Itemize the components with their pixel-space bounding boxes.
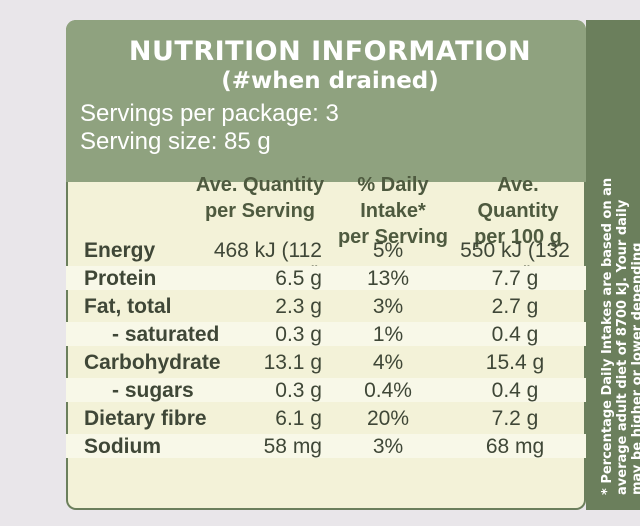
daily-intake-value: 13%	[366, 267, 410, 290]
daily-intake-value: 3%	[372, 435, 404, 458]
column-header-line: per Serving	[204, 200, 316, 222]
per-100g-value: 2.7 g	[491, 295, 539, 318]
nutrient-name: Fat, total	[84, 295, 172, 318]
per-serving-value: 13.1 g	[263, 351, 322, 374]
table-row: Fat, total 2.3 g 3% 2.7 g	[66, 294, 586, 318]
nutrient-name: Protein	[84, 267, 157, 290]
nutrient-name: - sugars	[112, 379, 194, 402]
per-100g-value: 7.7 g	[491, 267, 539, 290]
column-header-per-100g: Ave. Quantity per 100 g	[458, 172, 578, 250]
daily-intake-value: 3%	[372, 295, 404, 318]
per-100g-value: 7.2 g	[491, 407, 539, 430]
per-serving-value: 0.3 g	[275, 379, 322, 402]
column-header-line: per 100 g	[474, 226, 562, 248]
daily-intake-value: 0.4%	[364, 379, 412, 402]
table-row: Carbohydrate 13.1 g 4% 15.4 g	[66, 350, 586, 374]
table-row: - sugars 0.3 g 0.4% 0.4 g	[66, 378, 586, 402]
per-100g-value: 0.4 g	[491, 379, 539, 402]
nutrient-name: Sodium	[84, 435, 161, 458]
nutrition-panel: NUTRITION INFORMATION (#when drained) Se…	[66, 20, 586, 510]
nutrient-name: Dietary fibre	[84, 407, 207, 430]
nutrition-subtitle: (#when drained)	[221, 68, 439, 94]
footnote-strip: * Percentage Daily Intakes are based on …	[586, 20, 640, 510]
nutrient-name: - saturated	[112, 323, 220, 346]
nutrition-title: NUTRITION INFORMATION	[128, 36, 532, 67]
per-serving-value: 2.3 g	[275, 295, 322, 318]
nutrient-name: Carbohydrate	[84, 351, 221, 374]
per-100g-value: 15.4 g	[485, 351, 545, 374]
per-serving-value: 6.5 g	[275, 267, 322, 290]
per-100g-value: 0.4 g	[491, 323, 539, 346]
table-row: Protein 6.5 g 13% 7.7 g	[66, 266, 586, 290]
servings-per-package: Servings per package: 3	[80, 100, 339, 127]
daily-intake-value: 4%	[372, 351, 404, 374]
column-header-line: Ave. Quantity	[477, 174, 559, 222]
table-row: Dietary fibre 6.1 g 20% 7.2 g	[66, 406, 586, 430]
footnote-line: * Percentage Daily Intakes are based on …	[600, 177, 615, 495]
serving-size: Serving size: 85 g	[80, 128, 271, 155]
table-row: Sodium 58 mg 3% 68 mg	[66, 434, 586, 458]
table-row: - saturated 0.3 g 1% 0.4 g	[66, 322, 586, 346]
per-serving-value: 0.3 g	[275, 323, 322, 346]
table-row: Energy 468 kJ (112 Cal) 5% 550 kJ (132 C…	[66, 238, 586, 286]
column-header-line: per Serving	[337, 226, 449, 248]
nutrition-header: NUTRITION INFORMATION (#when drained) Se…	[66, 20, 586, 182]
column-header-daily-intake: % Daily Intake* per Serving	[328, 172, 458, 250]
column-header-per-serving: Ave. Quantity per Serving	[190, 172, 330, 224]
per-serving-value: 58 mg	[263, 435, 322, 458]
footnote-line: may be higher or lower depending	[630, 242, 640, 495]
daily-intake-value: 5%	[372, 239, 404, 262]
column-header-line: Ave. Quantity	[195, 174, 325, 196]
column-header-line: % Daily Intake*	[357, 174, 429, 222]
per-serving-value: 6.1 g	[275, 407, 322, 430]
daily-intake-value: 1%	[372, 323, 404, 346]
per-100g-value: 68 mg	[485, 435, 545, 458]
footnote-text: * Percentage Daily Intakes are based on …	[600, 35, 640, 495]
nutrient-name: Energy	[84, 239, 156, 262]
daily-intake-value: 20%	[366, 407, 410, 430]
footnote-line: average adult diet of 8700 kJ. Your dail…	[615, 199, 630, 495]
